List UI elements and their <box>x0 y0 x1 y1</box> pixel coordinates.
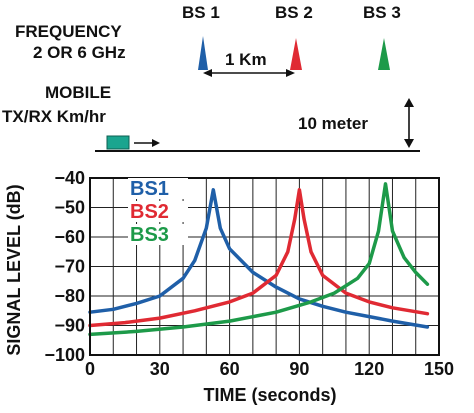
distance-arrow <box>203 69 295 77</box>
station-label-bs2: BS 2 <box>275 3 313 22</box>
x-axis-label: TIME (seconds) <box>203 385 336 405</box>
mobile-title: MOBILE <box>45 83 111 102</box>
series-line-bs2 <box>88 188 430 328</box>
y-tick-label: −100 <box>44 345 85 365</box>
legend-label-bs3: BS3 <box>130 224 169 246</box>
y-tick-label: −80 <box>54 286 85 306</box>
legend-background <box>128 178 188 199</box>
mobile-direction-arrow <box>134 139 160 147</box>
y-tick-labels: −40 −50 −60 −70 −80 −90 −100 <box>44 168 85 365</box>
legend-background <box>128 224 188 245</box>
x-tick-label: 150 <box>424 359 454 379</box>
y-tick-label: −40 <box>54 168 85 188</box>
height-arrow <box>404 98 414 148</box>
plot-frame <box>89 177 440 356</box>
x-tick-labels: 0 30 60 90 120 150 <box>85 359 454 379</box>
mobile-speed: TX/RX Km/hr <box>2 107 106 126</box>
frequency-title: FREQUENCY <box>15 22 122 41</box>
x-tick-label: 60 <box>220 359 240 379</box>
mobile-vehicle-icon <box>106 135 130 150</box>
signal-chart: −40 −50 −60 −70 −80 −90 −100 0 30 60 90 120 150 BS1… <box>4 168 454 405</box>
legend-label-bs2: BS2 <box>130 201 169 223</box>
y-tick-label: −50 <box>54 198 85 218</box>
height-label: 10 meter <box>298 114 368 133</box>
antenna-bs2-icon <box>290 38 302 70</box>
frequency-value: 2 OR 6 GHz <box>33 43 126 62</box>
series-line-bs3 <box>88 182 430 337</box>
antenna-bs1-icon <box>198 36 208 70</box>
x-tick-label: 0 <box>85 359 95 379</box>
x-tick-label: 30 <box>150 359 170 379</box>
system-diagram: FREQUENCY 2 OR 6 GHz BS 1 BS 2 BS 3 1 Km… <box>2 3 420 152</box>
station-label-bs1: BS 1 <box>182 3 220 22</box>
distance-label: 1 Km <box>225 50 267 69</box>
y-tick-label: −60 <box>54 227 85 247</box>
legend-background <box>128 201 188 222</box>
x-tick-label: 120 <box>354 359 384 379</box>
y-tick-label: −70 <box>54 257 85 277</box>
station-label-bs3: BS 3 <box>363 3 401 22</box>
y-tick-label: −90 <box>54 316 85 336</box>
series-line-bs1 <box>88 188 430 329</box>
series-lines <box>88 182 430 337</box>
antenna-bs3-icon <box>378 38 390 70</box>
y-axis-label: SIGNAL LEVEL (dB) <box>4 184 24 355</box>
legend-label-bs1: BS1 <box>130 178 169 200</box>
x-tick-label: 90 <box>289 359 309 379</box>
